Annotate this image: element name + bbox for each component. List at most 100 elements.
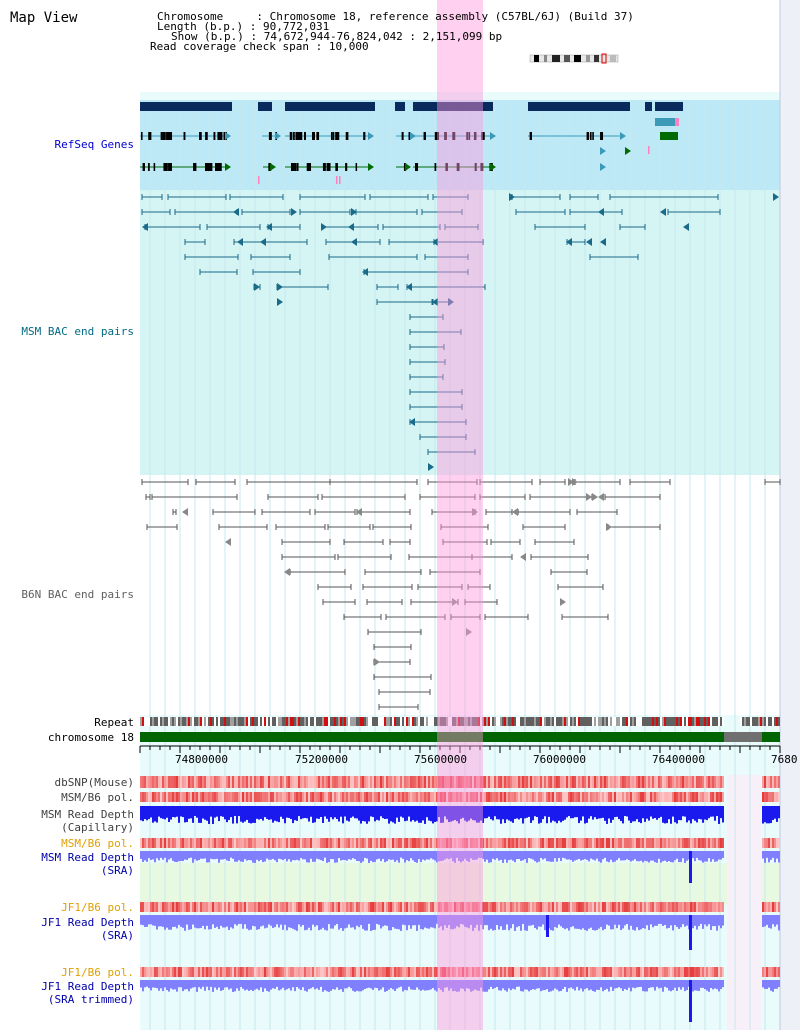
- heat-cell: [580, 776, 582, 788]
- heat-cell: [470, 838, 472, 848]
- heat-cell: [218, 776, 220, 788]
- depth-bar: [668, 806, 670, 820]
- heat-cell: [522, 902, 524, 912]
- heat-cell: [462, 776, 464, 788]
- chromosome-ideogram-icon[interactable]: [528, 53, 620, 64]
- depth-bar: [358, 806, 360, 821]
- depth-spike: [689, 851, 692, 883]
- depth-bar: [514, 980, 516, 990]
- depth-bar: [576, 806, 578, 818]
- heat-cell: [770, 838, 772, 848]
- heat-cell: [536, 792, 538, 802]
- heat-cell: [394, 902, 396, 912]
- refseq-gene-exon: [296, 163, 299, 171]
- depth-bar: [276, 851, 278, 863]
- refseq-gene-block: [140, 102, 232, 111]
- heat-cell: [508, 902, 510, 912]
- heat-cell: [250, 792, 252, 802]
- heat-cell: [314, 792, 316, 802]
- depth-bar: [438, 915, 440, 928]
- heat-cell: [488, 902, 490, 912]
- depth-bar: [202, 851, 204, 859]
- heat-cell: [576, 838, 578, 848]
- repeat-block: [702, 717, 704, 726]
- heat-cell: [382, 838, 384, 848]
- track-label-msm-bac[interactable]: MSM BAC end pairs: [21, 325, 134, 338]
- track-label-refseq[interactable]: RefSeq Genes: [54, 138, 134, 151]
- depth-bar: [248, 851, 250, 861]
- heat-cell: [434, 776, 436, 788]
- depth-bar: [384, 980, 386, 992]
- heat-cell: [766, 967, 768, 977]
- heat-cell: [500, 838, 502, 848]
- heat-cell: [142, 902, 144, 912]
- heat-cell: [190, 967, 192, 977]
- depth-bar: [428, 980, 430, 991]
- repeat-block: [634, 717, 636, 726]
- heat-cell: [604, 967, 606, 977]
- heat-cell: [530, 776, 532, 788]
- heat-cell: [154, 792, 156, 802]
- heat-cell: [160, 902, 162, 912]
- refseq-gene-exon: [289, 132, 293, 140]
- heat-cell: [622, 838, 624, 848]
- heat-cell: [316, 838, 318, 848]
- repeat-block: [178, 717, 180, 726]
- depth-bar: [504, 980, 506, 991]
- heat-cell: [274, 792, 276, 802]
- heat-cell: [542, 967, 544, 977]
- track-label-b6n-bac[interactable]: B6N BAC end pairs: [21, 588, 134, 601]
- depth-bar: [244, 915, 246, 925]
- refseq-gene-exon: [473, 132, 477, 140]
- depth-bar: [348, 806, 350, 822]
- depth-bar: [154, 851, 156, 863]
- depth-bar: [638, 806, 640, 823]
- heat-cell: [172, 967, 174, 977]
- depth-bar: [778, 915, 780, 931]
- heat-cell: [632, 792, 634, 802]
- depth-bar: [672, 851, 674, 863]
- heat-cell: [340, 776, 342, 788]
- depth-bar: [718, 980, 720, 992]
- depth-bar: [620, 980, 622, 989]
- repeat-block: [298, 717, 300, 726]
- depth-bar: [166, 980, 168, 991]
- depth-bar: [172, 851, 174, 861]
- depth-bar: [384, 851, 386, 863]
- selected-region-highlight: [437, 0, 483, 1030]
- repeat-block: [250, 717, 252, 726]
- heat-cell: [566, 967, 568, 977]
- depth-bar: [258, 980, 260, 991]
- depth-bar: [594, 915, 596, 931]
- refseq-gene-exon: [206, 163, 210, 171]
- depth-bar: [330, 806, 332, 818]
- heat-cell: [722, 792, 724, 802]
- heat-cell: [420, 792, 422, 802]
- heat-cell: [512, 902, 514, 912]
- depth-bar: [462, 851, 464, 862]
- repeat-block: [666, 717, 668, 726]
- depth-bar: [570, 980, 572, 988]
- depth-bar: [530, 806, 532, 823]
- depth-bar: [320, 806, 322, 818]
- depth-bar: [310, 851, 312, 859]
- refseq-gene-exon: [330, 132, 333, 140]
- depth-bar: [292, 851, 294, 861]
- heat-cell: [678, 967, 680, 977]
- depth-bar: [706, 980, 708, 991]
- heat-cell: [240, 776, 242, 788]
- depth-bar: [316, 806, 318, 819]
- depth-bar: [382, 851, 384, 859]
- heat-cell: [496, 967, 498, 977]
- heat-cell: [364, 776, 366, 788]
- refseq-gene-exon: [345, 163, 348, 171]
- heat-cell: [396, 776, 398, 788]
- repeat-block: [572, 717, 574, 726]
- heat-cell: [266, 792, 268, 802]
- heat-cell: [148, 902, 150, 912]
- depth-bar: [256, 851, 258, 860]
- depth-bar: [678, 980, 680, 988]
- heat-cell: [184, 776, 186, 788]
- heat-cell: [670, 792, 672, 802]
